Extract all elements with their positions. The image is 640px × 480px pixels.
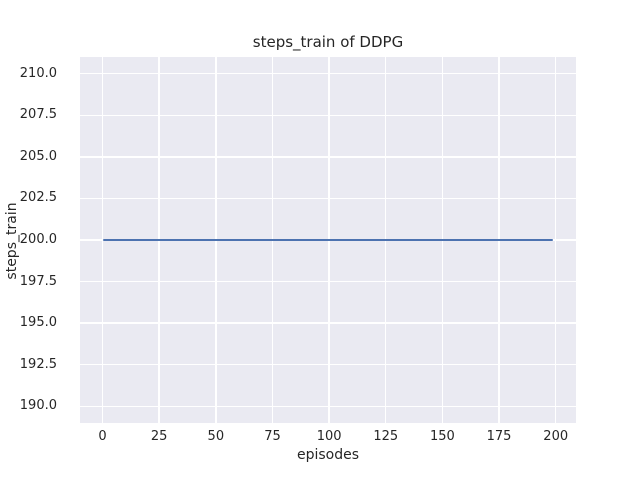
gridline-horizontal: [80, 156, 576, 158]
y-tick-label: 195.0: [19, 315, 57, 331]
x-axis-label: episodes: [296, 447, 360, 463]
y-tick-label: 210.0: [19, 65, 57, 81]
gridline-horizontal: [80, 280, 576, 283]
plot-area: [80, 57, 576, 423]
x-tick-label: 75: [264, 429, 281, 444]
y-tick-label: 205.0: [19, 148, 57, 164]
gridline-horizontal: [80, 197, 576, 200]
x-tick-label: 50: [207, 429, 225, 444]
gridline-horizontal: [80, 364, 576, 366]
y-tick-label: 207.5: [19, 107, 57, 123]
x-tick-label: 175: [486, 429, 512, 444]
x-tick-label: 125: [373, 429, 399, 444]
y-tick-label: 202.5: [19, 190, 57, 206]
gridline-horizontal: [80, 322, 576, 324]
x-tick-label: 25: [150, 429, 168, 444]
x-tick-label: 200: [543, 429, 569, 444]
gridline-horizontal: [80, 114, 576, 116]
y-tick-label: 192.5: [19, 356, 57, 372]
chart-title: steps_train of DDPG: [252, 33, 404, 51]
y-tick-label: 197.5: [19, 273, 57, 289]
x-tick-label: 100: [316, 429, 342, 444]
gridline-horizontal: [80, 405, 576, 408]
gridline-horizontal: [80, 72, 576, 75]
y-tick-label: 200.0: [19, 232, 57, 247]
y-axis-label: steps_train: [4, 202, 20, 280]
data-line-steps_train: [102, 238, 554, 242]
x-tick-label: 150: [430, 429, 455, 444]
y-tick-label: 190.0: [19, 398, 57, 414]
x-tick-label: 0: [98, 429, 107, 444]
